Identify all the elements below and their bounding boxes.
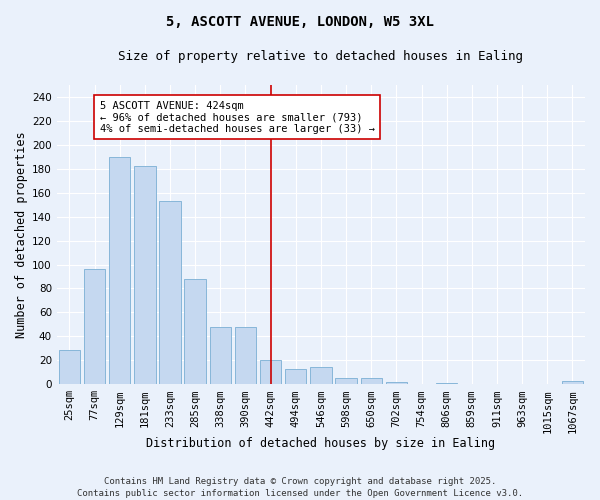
Bar <box>285 368 307 384</box>
Bar <box>209 327 231 384</box>
Bar <box>260 360 281 384</box>
Bar <box>134 166 155 384</box>
Title: Size of property relative to detached houses in Ealing: Size of property relative to detached ho… <box>118 50 523 63</box>
Bar <box>310 368 332 384</box>
Bar <box>59 350 80 384</box>
Bar <box>361 378 382 384</box>
Bar <box>386 382 407 384</box>
Bar <box>109 157 130 384</box>
Text: 5 ASCOTT AVENUE: 424sqm
← 96% of detached houses are smaller (793)
4% of semi-de: 5 ASCOTT AVENUE: 424sqm ← 96% of detache… <box>100 100 374 134</box>
Bar <box>436 383 457 384</box>
Bar <box>159 201 181 384</box>
Text: 5, ASCOTT AVENUE, LONDON, W5 3XL: 5, ASCOTT AVENUE, LONDON, W5 3XL <box>166 15 434 29</box>
Bar <box>84 270 105 384</box>
X-axis label: Distribution of detached houses by size in Ealing: Distribution of detached houses by size … <box>146 437 496 450</box>
Text: Contains HM Land Registry data © Crown copyright and database right 2025.
Contai: Contains HM Land Registry data © Crown c… <box>77 476 523 498</box>
Bar <box>335 378 357 384</box>
Bar <box>184 279 206 384</box>
Bar <box>235 327 256 384</box>
Y-axis label: Number of detached properties: Number of detached properties <box>15 132 28 338</box>
Bar <box>562 380 583 384</box>
